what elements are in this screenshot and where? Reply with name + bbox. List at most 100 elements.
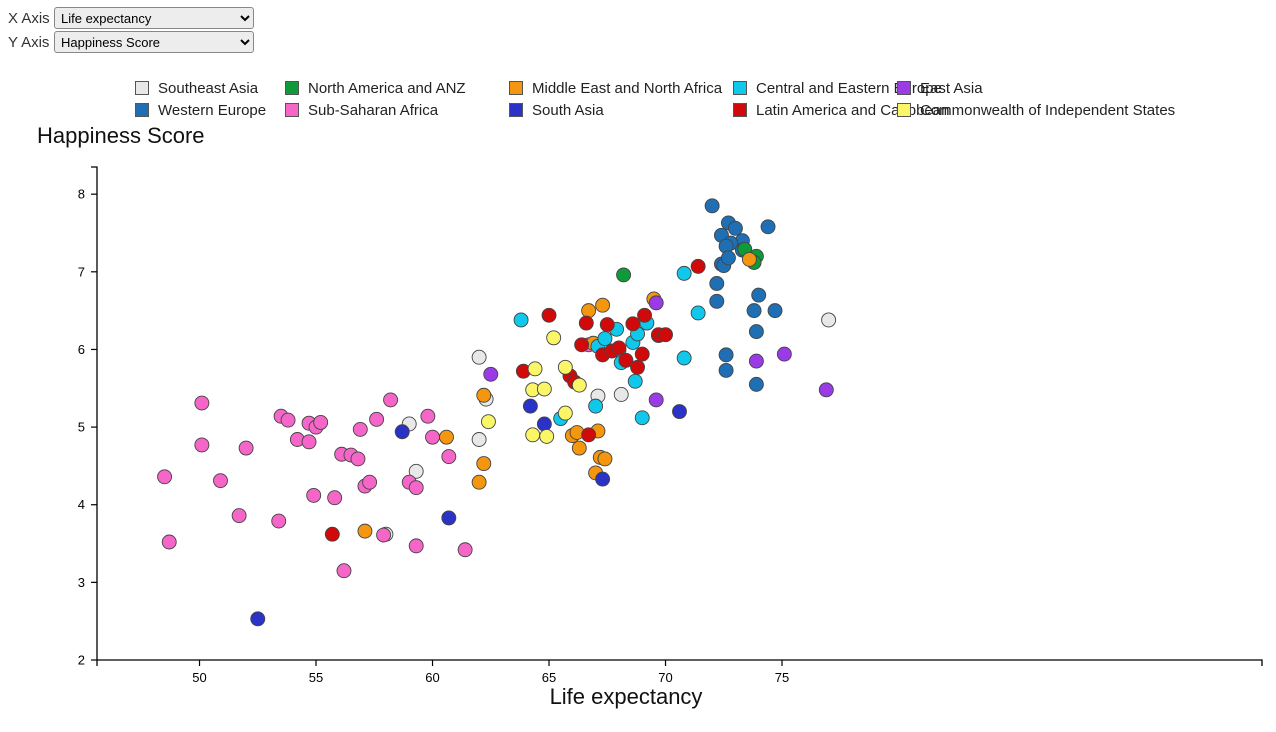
legend-item: Central and Eastern Europe	[733, 77, 942, 99]
data-point	[357, 523, 373, 539]
data-point	[525, 427, 541, 443]
legend-item: Commonwealth of Independent States	[897, 99, 1177, 121]
data-point	[539, 428, 555, 444]
data-point	[350, 451, 366, 467]
legend-swatch	[897, 81, 911, 95]
data-point	[746, 303, 762, 319]
legend-label: Sub-Saharan Africa	[308, 101, 439, 119]
data-point	[616, 267, 632, 283]
data-point	[618, 352, 634, 368]
legend-item: Middle East and North Africa	[509, 77, 733, 99]
data-point	[597, 451, 613, 467]
data-point	[420, 408, 436, 424]
data-point	[362, 474, 378, 490]
y-axis-control: Y Axis Happiness Score	[8, 30, 254, 54]
legend-item: Southeast Asia	[135, 77, 285, 99]
data-point	[574, 337, 590, 353]
data-point	[630, 359, 646, 375]
data-point	[720, 250, 736, 266]
legend-swatch	[285, 103, 299, 117]
y-tick-label: 3	[78, 575, 85, 590]
data-point	[613, 387, 629, 402]
x-tick-label: 75	[775, 670, 789, 685]
data-point	[718, 362, 734, 378]
data-point	[581, 303, 597, 319]
data-point	[280, 412, 296, 428]
legend-swatch	[733, 81, 747, 95]
data-point	[376, 527, 392, 543]
y-axis-title: Happiness Score	[37, 123, 205, 148]
data-point	[425, 429, 440, 445]
data-point	[571, 440, 587, 456]
data-point	[709, 276, 725, 291]
data-point	[634, 410, 650, 426]
data-point	[157, 469, 173, 485]
data-point	[480, 414, 496, 430]
data-point	[581, 427, 597, 443]
data-point	[557, 405, 573, 421]
data-point	[672, 404, 687, 420]
data-point	[776, 346, 792, 362]
data-point	[648, 392, 664, 408]
data-point	[578, 315, 594, 331]
data-point	[522, 398, 538, 414]
x-tick-label: 55	[309, 670, 323, 685]
legend-item: Sub-Saharan Africa	[285, 99, 509, 121]
data-point	[676, 350, 692, 366]
legend-label: Central and Eastern Europe	[756, 79, 942, 97]
x-axis-title: Life expectancy	[550, 684, 703, 709]
data-point	[627, 373, 643, 389]
data-point	[637, 307, 652, 323]
data-point	[760, 219, 776, 235]
data-point	[194, 395, 210, 411]
data-point	[213, 473, 228, 489]
data-point	[595, 297, 611, 313]
y-tick-label: 8	[78, 187, 85, 202]
x-axis-control: X Axis Life expectancy	[8, 6, 254, 30]
data-point	[611, 340, 627, 356]
data-point	[336, 563, 352, 579]
legend-swatch	[135, 103, 149, 117]
y-axis-select[interactable]: Happiness Score	[54, 31, 254, 53]
data-point	[690, 305, 706, 321]
data-point	[352, 421, 368, 437]
data-point	[250, 611, 266, 627]
data-point	[408, 538, 424, 554]
legend-label: Western Europe	[158, 101, 267, 119]
data-point	[306, 487, 322, 503]
x-axis-select[interactable]: Life expectancy	[54, 7, 254, 29]
legend-item: Western Europe	[135, 99, 285, 121]
data-point	[625, 316, 641, 332]
data-point	[546, 330, 562, 346]
data-point	[441, 449, 457, 465]
data-point	[238, 440, 254, 456]
data-point	[301, 434, 317, 450]
data-point	[471, 349, 487, 365]
data-point	[690, 258, 706, 274]
data-point	[383, 392, 399, 408]
x-tick-label: 65	[542, 670, 556, 685]
data-point	[557, 359, 573, 375]
x-tick-label: 60	[425, 670, 439, 685]
x-tick-label: 50	[192, 670, 206, 685]
data-point	[571, 377, 587, 393]
data-point	[327, 490, 343, 506]
legend-swatch	[135, 81, 149, 95]
data-point	[483, 366, 499, 382]
data-point	[748, 353, 764, 369]
legend-swatch	[733, 103, 747, 117]
data-point	[748, 324, 764, 340]
legend-item: East Asia	[897, 77, 1177, 99]
data-point	[588, 398, 604, 414]
y-tick-label: 2	[78, 653, 85, 668]
data-point	[271, 513, 287, 529]
data-point	[741, 251, 757, 267]
data-point	[513, 312, 529, 328]
axis-controls: X Axis Life expectancy Y Axis Happiness …	[8, 6, 254, 54]
data-point	[471, 474, 487, 490]
data-point	[439, 429, 454, 445]
y-axis-label: Y Axis	[8, 33, 50, 51]
data-point	[648, 295, 664, 311]
data-point	[818, 382, 834, 398]
